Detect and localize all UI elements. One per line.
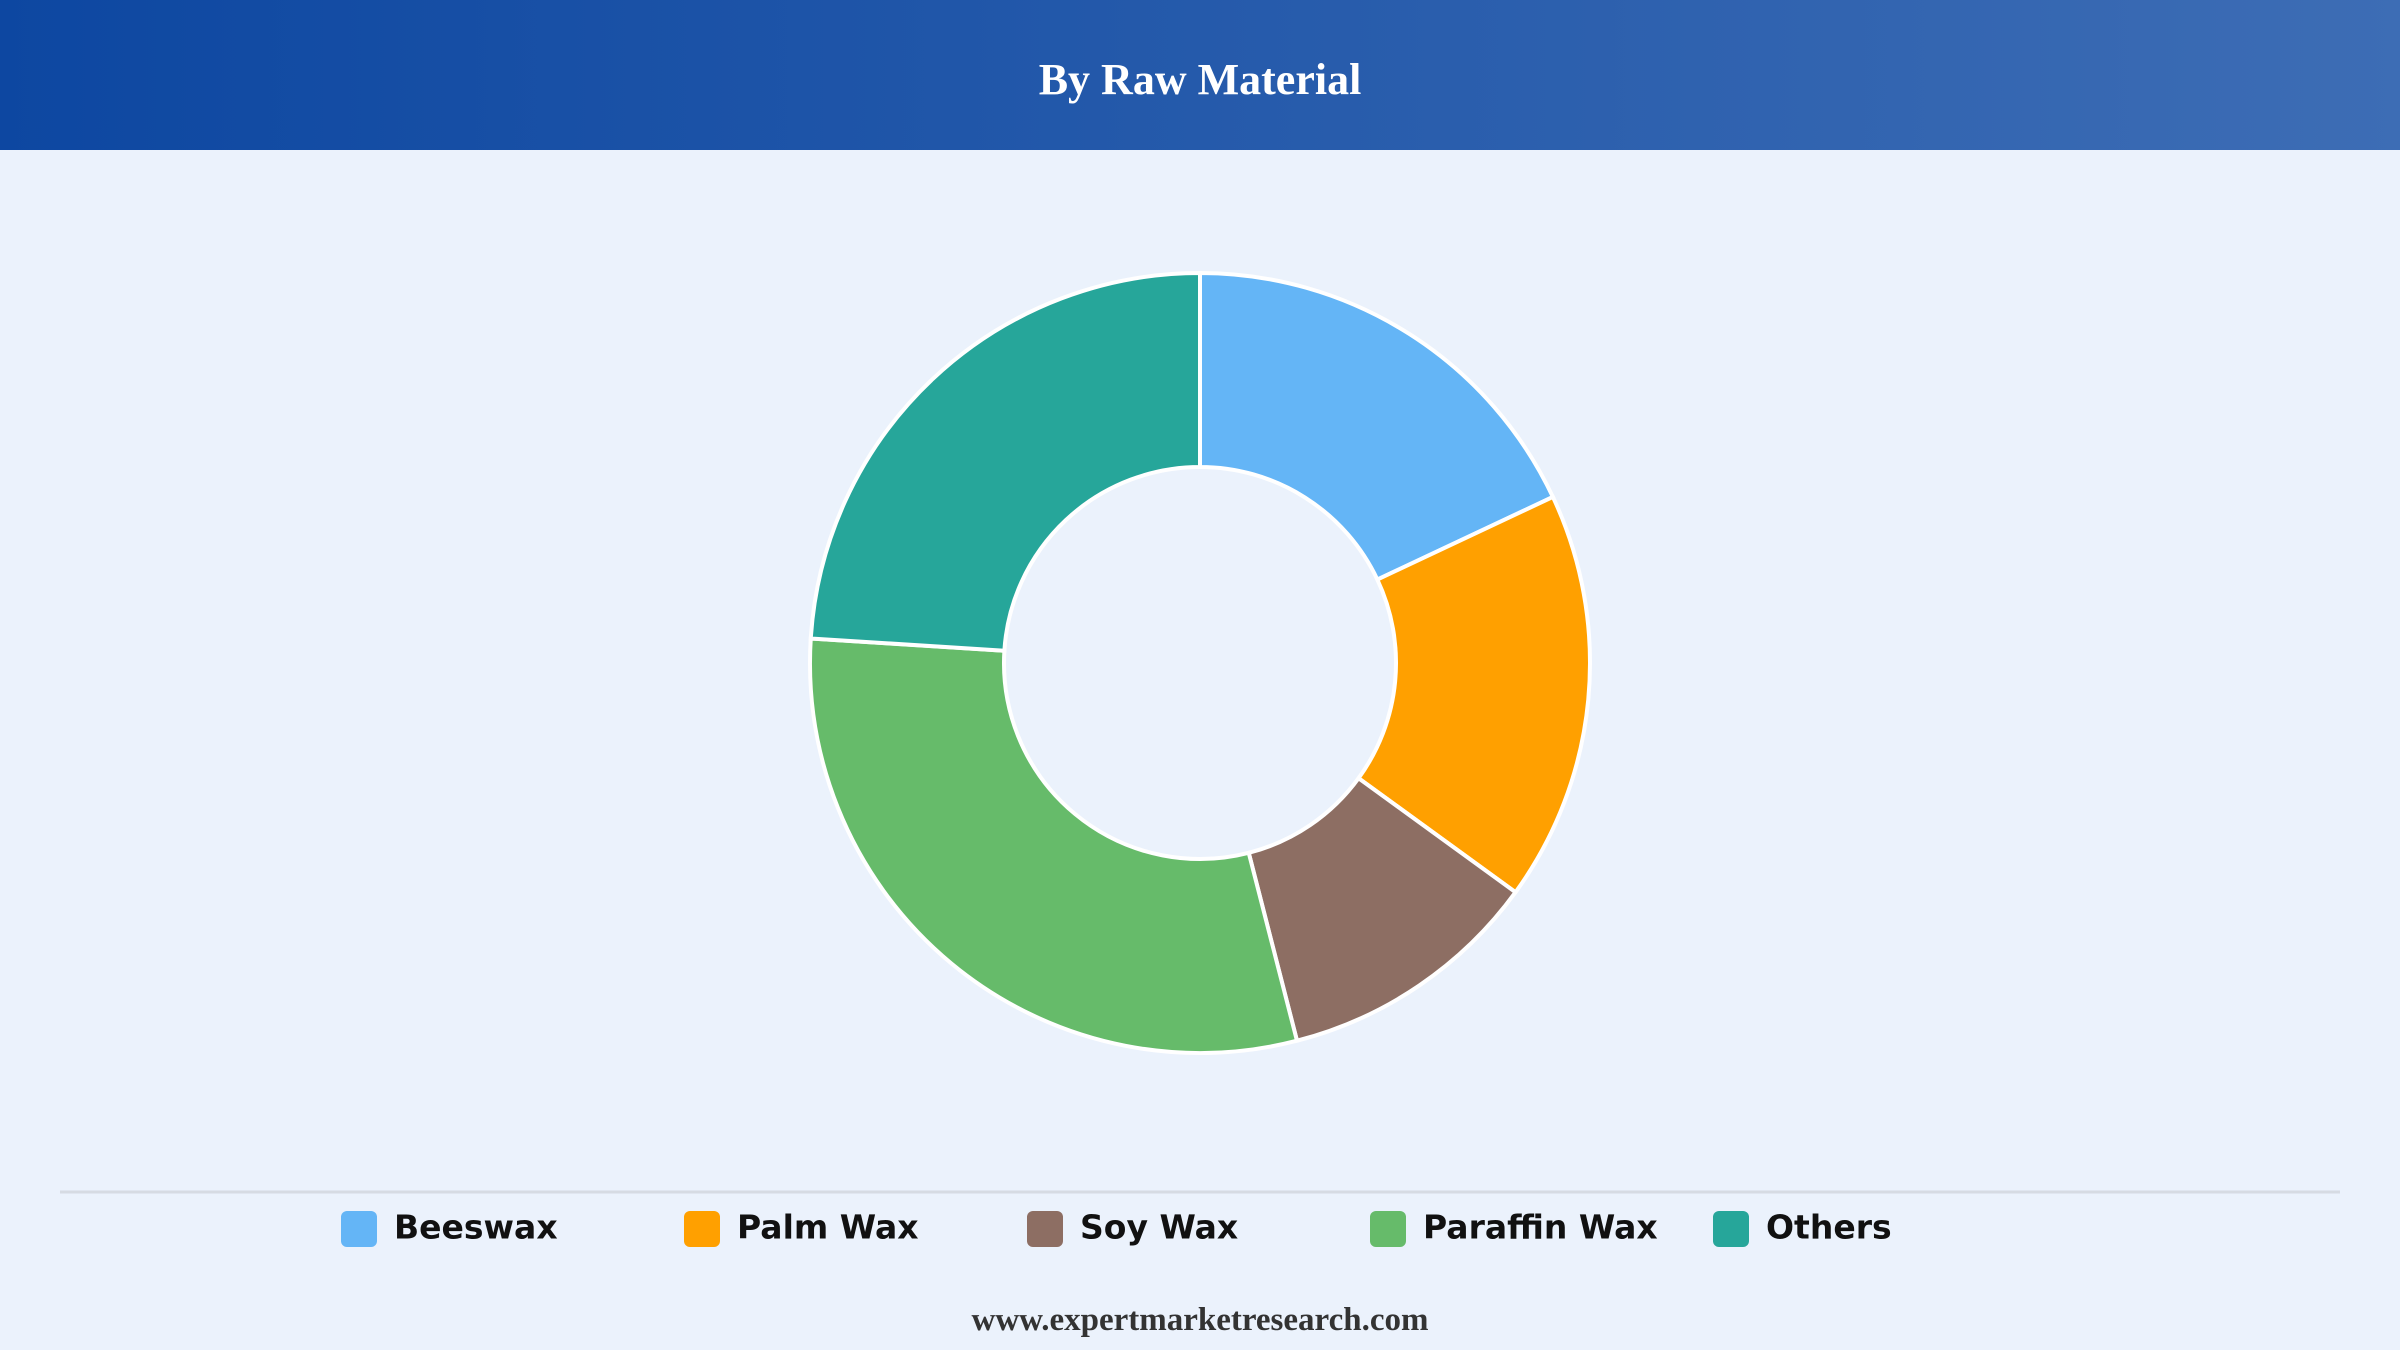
legend-label: Palm Wax	[737, 1208, 919, 1247]
legend-label: Soy Wax	[1080, 1208, 1238, 1247]
footer-url: www.expertmarketresearch.com	[972, 1302, 1429, 1338]
legend-swatch	[341, 1211, 377, 1247]
legend-label: Paraffin Wax	[1423, 1208, 1658, 1247]
slice	[808, 636, 1300, 1056]
legend-label: Others	[1766, 1208, 1892, 1247]
legend-swatch	[1713, 1211, 1749, 1247]
legend-swatch	[1027, 1211, 1063, 1247]
slice	[808, 270, 1202, 653]
legend-label: Beeswax	[394, 1208, 558, 1247]
slice	[1198, 270, 1556, 583]
legend-swatch	[684, 1211, 720, 1247]
slice	[1246, 775, 1519, 1044]
chart-title: By Raw Material	[1039, 55, 1362, 104]
slice	[1355, 494, 1592, 896]
legend-swatch	[1370, 1211, 1406, 1247]
header-bar	[0, 0, 2400, 150]
